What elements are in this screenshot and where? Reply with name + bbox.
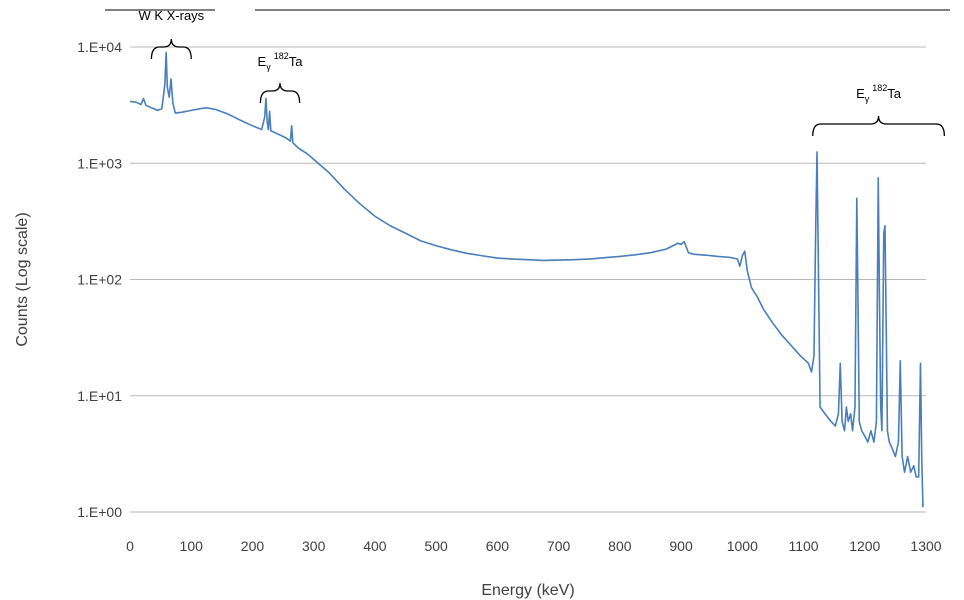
x-tick-label: 300 — [302, 538, 326, 554]
x-tick-label: 100 — [180, 538, 204, 554]
annotation-label: W K X-rays — [138, 8, 204, 23]
x-tick-label: 500 — [424, 538, 448, 554]
y-axis-title: Counts (Log scale) — [14, 212, 31, 346]
x-tick-label: 0 — [126, 538, 134, 554]
x-axis-title: Energy (keV) — [481, 582, 574, 599]
annotation-main: E — [258, 54, 267, 69]
y-tick-labels: 1.E+00 1.E+01 1.E+02 1.E+03 1.E+04 — [77, 39, 122, 520]
x-tick-label: 800 — [608, 538, 632, 554]
y-tick-label: 1.E+03 — [77, 155, 122, 171]
y-tick-label: 1.E+00 — [77, 504, 122, 520]
x-tick-label: 700 — [547, 538, 571, 554]
annotation-main: E — [856, 86, 865, 101]
x-tick-label: 1000 — [727, 538, 758, 554]
annotation-label: Eγ182Ta — [258, 51, 304, 72]
x-tick-labels: 0 100 200 300 400 500 600 700 800 900 1000 1100 1200… — [126, 538, 942, 554]
annotation-sub: γ — [865, 94, 870, 104]
annotation-tail: Ta — [289, 54, 304, 69]
annotation-label: Eγ182Ta — [856, 83, 902, 104]
x-tick-label: 1300 — [910, 538, 941, 554]
x-tick-label: 900 — [669, 538, 693, 554]
annotation-tail: Ta — [887, 86, 902, 101]
annotation-bracket — [812, 115, 946, 137]
x-tick-label: 1100 — [788, 538, 818, 554]
y-tick-label: 1.E+04 — [77, 39, 122, 55]
annotation-bracket — [150, 38, 192, 60]
gridlines — [130, 46, 926, 397]
x-tick-label: 1200 — [849, 538, 880, 554]
annotation-bracket — [259, 82, 301, 104]
x-tick-label: 400 — [363, 538, 387, 554]
x-tick-label: 600 — [486, 538, 510, 554]
annotation-sub: γ — [266, 62, 271, 72]
y-tick-label: 1.E+01 — [77, 388, 122, 404]
x-tick-label: 200 — [241, 538, 265, 554]
series-line — [129, 51, 924, 508]
annotation-sup: 182 — [274, 51, 289, 61]
y-tick-label: 1.E+02 — [77, 272, 122, 288]
annotation-sup: 182 — [872, 83, 887, 93]
